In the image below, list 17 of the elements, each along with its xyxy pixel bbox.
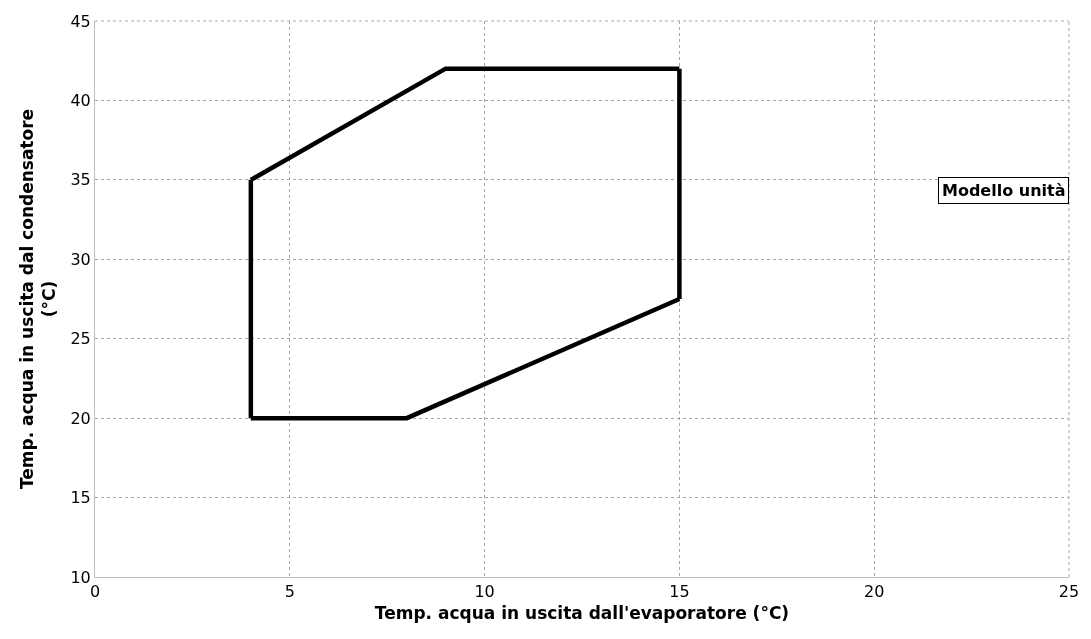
- x-tick-label: 20: [864, 582, 885, 602]
- x-tick-label: 0: [89, 582, 101, 602]
- y-tick-label: 10: [70, 567, 91, 587]
- x-tick-label: 10: [474, 582, 495, 602]
- annotation: Modello unità: [942, 181, 1066, 200]
- y-tick-label: 20: [70, 408, 91, 428]
- y-axis-title: Temp. acqua in uscita dal condensatore (°C): [16, 108, 59, 490]
- x-tick-label: 25: [1058, 582, 1080, 602]
- x-tick-label: 5: [284, 582, 295, 602]
- y-tick-label: 40: [70, 91, 91, 111]
- y-tick-label: 35: [70, 170, 91, 190]
- y-tick-label: 15: [70, 488, 91, 508]
- y-tick-label: 45: [70, 11, 91, 31]
- x-axis-title: Temp. acqua in uscita dall'evaporatore (°C): [374, 602, 790, 623]
- x-tick-label: 15: [669, 582, 690, 602]
- y-tick-label: 25: [70, 329, 91, 349]
- y-tick-label: 30: [70, 249, 91, 269]
